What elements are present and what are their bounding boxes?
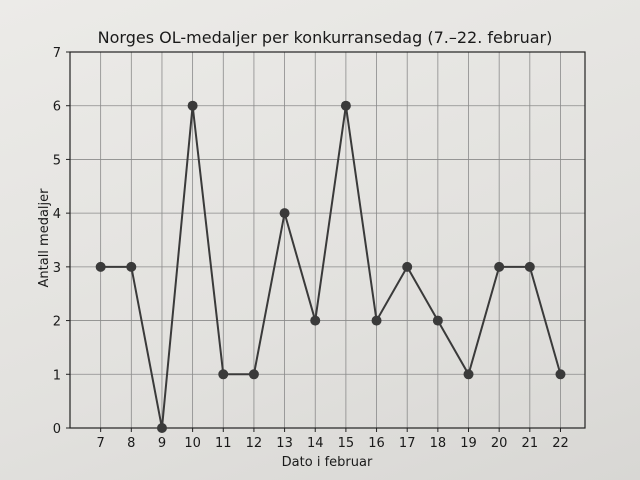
data-point (187, 100, 198, 111)
x-tick-label: 19 (460, 436, 477, 451)
x-tick-label: 16 (368, 436, 385, 451)
grid (70, 51, 585, 429)
data-point (310, 315, 321, 326)
x-tick-label: 10 (184, 436, 201, 451)
data-point (340, 100, 351, 111)
y-tick-label: 2 (53, 315, 61, 330)
y-tick-label: 6 (53, 100, 61, 115)
y-tick-label: 1 (53, 368, 61, 383)
data-point (463, 369, 474, 380)
x-tick-label: 17 (399, 436, 416, 451)
plot-frame (69, 51, 586, 429)
x-tick-label: 11 (215, 436, 232, 451)
x-tick-label: 22 (552, 436, 569, 451)
y-axis-label: Antall medaljer (37, 188, 52, 288)
data-point (371, 315, 382, 326)
x-tick-label: 15 (338, 436, 355, 451)
x-tick-label: 20 (491, 436, 508, 451)
data-point (494, 261, 505, 272)
data-point (279, 208, 290, 219)
data-point (555, 369, 566, 380)
x-tick-label: 12 (246, 436, 263, 451)
data-point (126, 261, 137, 272)
x-tick-label: 8 (127, 436, 135, 451)
data-point (248, 369, 259, 380)
data-point (95, 261, 106, 272)
data-point (432, 315, 443, 326)
y-tick-label: 4 (53, 207, 61, 222)
y-tick-label: 0 (53, 422, 61, 437)
x-tick-label: 7 (97, 436, 105, 451)
y-tick-label: 3 (53, 261, 61, 276)
x-tick-label: 14 (307, 436, 324, 451)
data-point (402, 261, 413, 272)
chart-title: Norges OL-medaljer per konkurransedag (7… (98, 28, 553, 47)
y-tick-label: 7 (53, 46, 61, 61)
series-line (100, 105, 562, 429)
x-axis-label: Dato i februar (282, 455, 373, 470)
data-point (524, 261, 535, 272)
x-tick-label: 9 (158, 436, 166, 451)
x-tick-label: 13 (276, 436, 293, 451)
y-tick-label: 5 (53, 153, 61, 168)
x-tick-label: 21 (522, 436, 539, 451)
data-point (156, 423, 167, 433)
data-point (218, 369, 229, 380)
x-tick-label: 18 (430, 436, 447, 451)
series (95, 100, 566, 433)
